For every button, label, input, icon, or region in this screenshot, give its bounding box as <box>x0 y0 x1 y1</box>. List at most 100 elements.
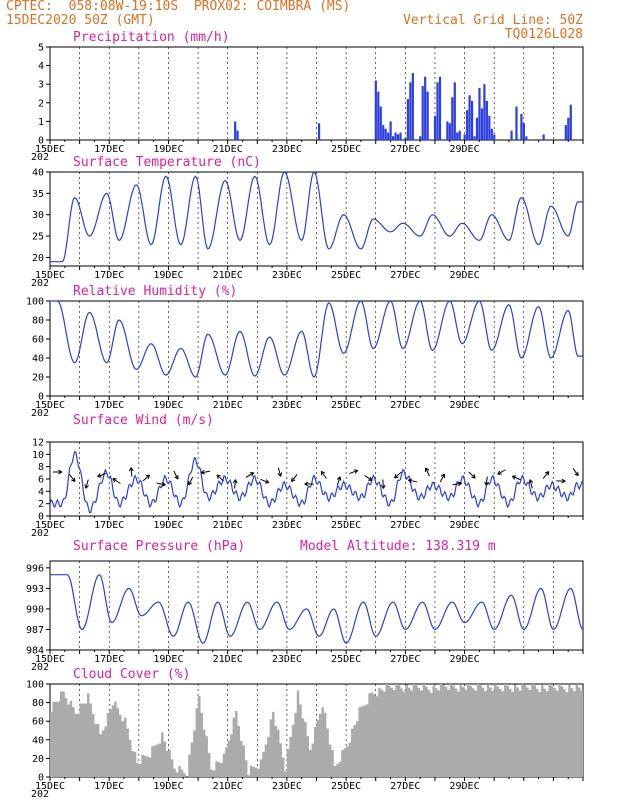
y-tick-label: 80 <box>32 698 44 709</box>
y-tick-label: 40 <box>32 168 44 179</box>
x-tick-label: 27DEC <box>390 400 420 411</box>
wind-arrow <box>142 474 151 482</box>
precip-bar <box>567 117 570 140</box>
x-tick-label: 19DEC <box>153 781 183 792</box>
wind-arrow-head <box>97 473 102 478</box>
precip-bar <box>382 125 385 140</box>
precip-bar <box>522 123 525 140</box>
wind-arrow-shaft <box>364 475 373 481</box>
x-tick-label: 27DEC <box>390 270 420 281</box>
x-tick-label: 29DEC <box>450 654 480 665</box>
wind-arrow-shaft <box>349 469 358 475</box>
precip-bar <box>379 106 382 140</box>
wind-arrow-head <box>574 471 579 477</box>
wind-arrow-shaft <box>439 473 445 483</box>
wind-arrow-head <box>561 478 566 484</box>
y-tick-label: 0 <box>38 773 44 784</box>
wind-arrow <box>468 471 476 479</box>
wind-arrow <box>542 471 550 479</box>
precip-bar <box>433 115 437 140</box>
year-tag: 202 <box>31 278 49 289</box>
wind-arrow-head <box>380 484 386 489</box>
wind-arrow-shaft <box>320 471 327 479</box>
wind-arrow-shaft <box>291 474 298 482</box>
wind-arrow-shaft <box>336 476 341 486</box>
precip-bar <box>485 100 488 140</box>
precip-bar <box>515 106 518 140</box>
x-tick-label: 17DEC <box>94 654 124 665</box>
precip-bar <box>409 82 412 140</box>
wind-arrow <box>380 479 386 489</box>
wind-arrow <box>511 475 521 481</box>
x-tick-label: 25DEC <box>331 144 361 155</box>
x-tick-label: 23DEC <box>272 654 302 665</box>
precip-bar <box>510 130 513 140</box>
x-tick-label: 23DEC <box>272 400 302 411</box>
wind-arrow-head <box>249 472 255 477</box>
precip-bar <box>374 80 377 140</box>
y-tick-label: 100 <box>26 297 44 308</box>
wind-arrow <box>260 478 270 484</box>
precip-bar <box>475 117 479 140</box>
wind-arrow-shaft <box>216 474 224 482</box>
wind-arrow <box>69 474 76 483</box>
x-tick-label: 29DEC <box>450 520 480 531</box>
y-tick-label: 12 <box>32 438 44 449</box>
wind-arrow-head <box>128 467 134 472</box>
precip-bar <box>453 82 456 140</box>
year-tag: 202 <box>31 528 49 539</box>
precip-bar <box>542 134 545 140</box>
wind-arrow <box>497 469 506 475</box>
wind-arrow-shaft <box>425 467 430 477</box>
y-tick-label: 60 <box>32 717 44 728</box>
y-tick-label: 6 <box>38 475 44 486</box>
panel-title: Relative Humidity (%) <box>73 284 237 299</box>
wind-arrow-shaft <box>277 467 282 477</box>
y-tick-label: 60 <box>32 335 44 346</box>
precip-bar <box>458 130 461 140</box>
wind-arrow <box>291 474 298 483</box>
wind-arrow-shaft <box>245 472 254 478</box>
precip-bar <box>448 123 451 140</box>
x-tick-label: 19DEC <box>153 270 183 281</box>
precip-bar <box>470 100 474 140</box>
wind-arrow <box>112 478 121 484</box>
wind-arrow-shaft <box>156 482 166 486</box>
x-tick-label: 23DEC <box>272 781 302 792</box>
wind-arrow-head <box>304 481 309 487</box>
x-tick-label: 19DEC <box>153 520 183 531</box>
precip-bar <box>377 91 380 140</box>
precip-bar <box>384 128 387 140</box>
wind-arrow <box>528 479 534 489</box>
wind-arrow-shaft <box>468 471 476 479</box>
year-tag: 202 <box>31 662 49 673</box>
precip-bar <box>473 136 476 140</box>
cloud-cover-area <box>50 684 583 777</box>
x-tick-label: 25DEC <box>331 270 361 281</box>
wind-arrow-shaft <box>188 476 194 486</box>
panel-title: Precipitation (mm/h) <box>73 30 230 45</box>
x-tick-label: 27DEC <box>390 781 420 792</box>
precip-bar <box>399 132 402 140</box>
y-tick-label: 20 <box>32 253 44 264</box>
wind-arrow-shaft <box>572 468 579 476</box>
wind-arrow <box>97 472 107 478</box>
precip-bar <box>411 73 414 140</box>
wind-arrow <box>232 479 238 489</box>
precip-bar <box>478 87 481 140</box>
precip-bar <box>493 134 496 140</box>
wind-arrow <box>84 479 89 489</box>
precip-bar <box>520 113 523 140</box>
wind-arrow-head <box>484 481 489 486</box>
wind-arrow-head <box>408 478 413 484</box>
y-tick-label: 30 <box>32 210 44 221</box>
wind-arrow-shaft <box>85 479 89 489</box>
precip-bar <box>480 108 484 140</box>
header-line1: CPTEC: 058:08W-19:10S PROX02: COIMBRA (M… <box>6 0 351 14</box>
x-tick-label: 21DEC <box>213 781 243 792</box>
wind-arrow-head <box>440 473 446 479</box>
y-tick-label: 3 <box>38 80 44 91</box>
wind-arrow <box>216 474 224 482</box>
wind-arrow-head <box>353 469 359 474</box>
